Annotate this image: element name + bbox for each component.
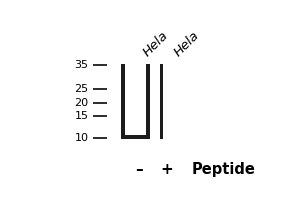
Text: +: + [160, 162, 173, 177]
Text: 10: 10 [75, 133, 89, 143]
Text: Hela: Hela [171, 29, 202, 59]
Bar [121, 64, 125, 139]
Text: Hela: Hela [141, 29, 171, 59]
Text: 20: 20 [74, 98, 89, 108]
Text: –: – [135, 162, 142, 177]
Text: 35: 35 [75, 60, 89, 70]
Text: 25: 25 [74, 84, 89, 94]
Bar [121, 135, 150, 139]
Text: Peptide: Peptide [192, 162, 255, 177]
Bar [146, 64, 150, 139]
Bar [160, 64, 163, 139]
Text: 15: 15 [75, 111, 89, 121]
